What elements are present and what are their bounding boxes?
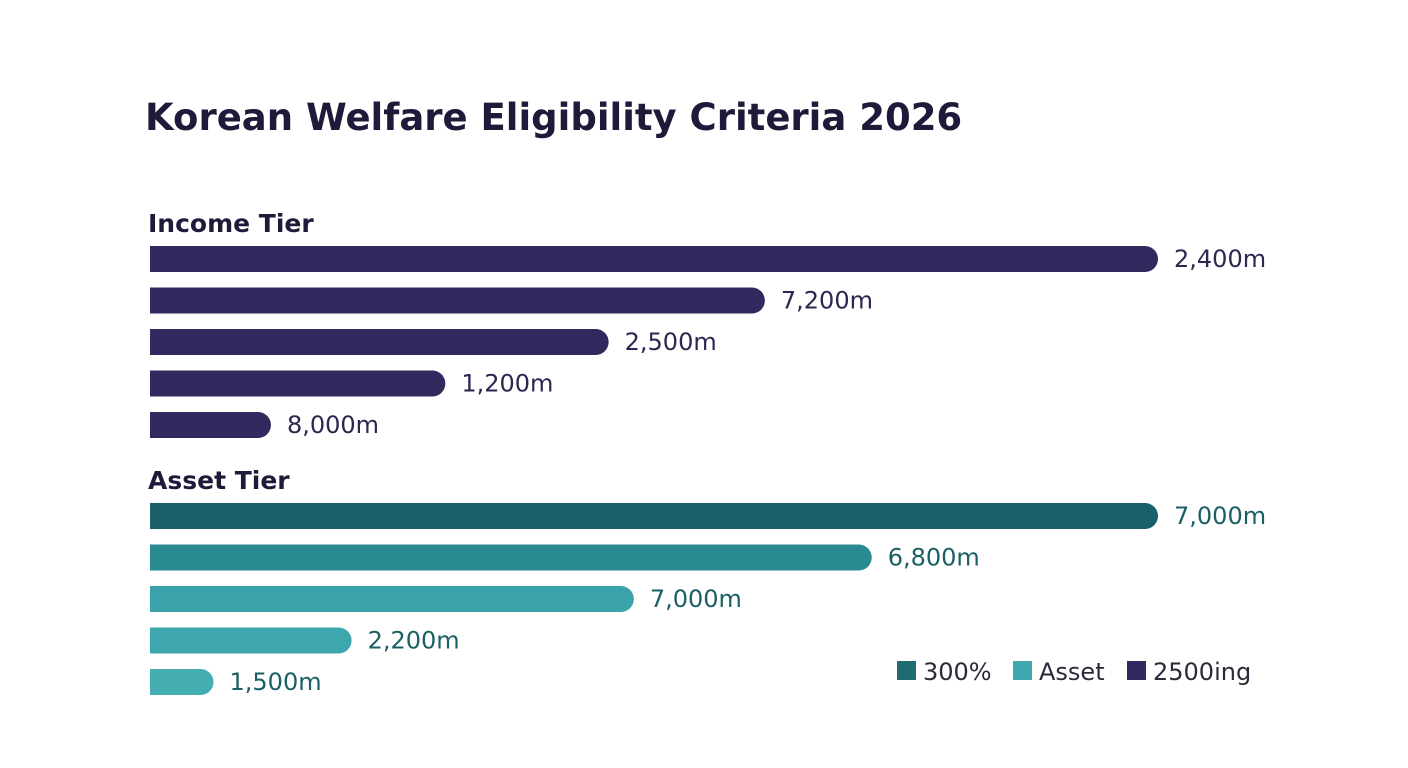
legend-item: 2500ing: [1127, 658, 1251, 686]
section-label: Income Tier: [148, 209, 314, 238]
legend-label: 2500ing: [1153, 658, 1251, 686]
chart-title: Korean Welfare Eligibility Criteria 2026: [145, 96, 962, 139]
bar: [150, 329, 609, 355]
data-label: 2,500m: [625, 328, 717, 356]
bar-group-income: Income Tier 2,400m 7,200m 2,500m 1,200m 8,000…: [148, 209, 1266, 439]
data-label: 7,200m: [781, 287, 873, 315]
legend: 300% Asset 2500ing: [897, 658, 1251, 686]
data-label: 8,000m: [287, 411, 379, 439]
bar: [150, 287, 765, 314]
bar-group-asset: Asset Tier 7,000m 6,800m 7,000m 2,200m 1,500m: [148, 466, 1266, 696]
data-label: 7,000m: [650, 585, 742, 613]
data-label: 2,200m: [368, 627, 460, 655]
legend-item: 300%: [897, 658, 992, 686]
data-label: 2,400m: [1174, 245, 1266, 273]
bar: [150, 412, 271, 438]
bar: [150, 586, 634, 612]
section-label: Asset Tier: [148, 466, 290, 495]
legend-swatch: [1127, 661, 1146, 680]
bar: [150, 627, 352, 654]
legend-swatch: [1013, 661, 1032, 680]
data-label: 1,500m: [230, 668, 322, 696]
bar: [150, 544, 872, 571]
data-label: 1,200m: [461, 370, 553, 398]
bar: [150, 246, 1158, 272]
legend-label: Asset: [1039, 658, 1105, 686]
legend-label: 300%: [923, 658, 992, 686]
bar: [150, 503, 1158, 529]
legend-swatch: [897, 661, 916, 680]
bar: [150, 669, 214, 695]
bar: [150, 370, 446, 397]
bar-groups: Income Tier 2,400m 7,200m 2,500m 1,200m 8,000…: [148, 209, 1266, 696]
data-label: 6,800m: [888, 544, 980, 572]
data-label: 7,000m: [1174, 502, 1266, 530]
legend-item: Asset: [1013, 658, 1105, 686]
